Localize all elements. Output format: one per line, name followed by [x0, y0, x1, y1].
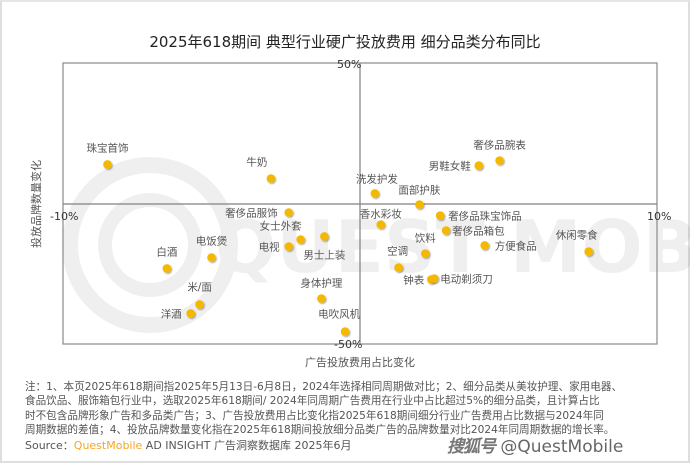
point-marker [584, 247, 593, 256]
footnote-line-1: 注：1、本页2025年618期间指2025年5月13日-6月8日，2024年选择… [25, 381, 623, 393]
point-marker [480, 241, 490, 250]
footnote-line-3: 时不包含品牌形象广告和多品类广告；3、广告投放费用占比变化指2025年618期间… [25, 409, 604, 422]
data-point: 奢侈品箱包 [441, 225, 505, 238]
data-point: 米/面 [187, 280, 212, 309]
point-marker [415, 200, 424, 209]
data-point: 电饭煲 [196, 235, 228, 262]
point-label: 电动剃须刀 [440, 273, 493, 286]
data-point: 休闲零食 [556, 229, 598, 256]
data-point: 饮料 [415, 232, 436, 258]
point-marker [421, 249, 430, 258]
x-axis-label: 广告投放费用占比变化 [305, 355, 415, 369]
data-point: 香水彩妆 [360, 208, 402, 229]
data-point: 洋酒 [161, 307, 195, 320]
data-point: 奢侈品珠宝饰品 [435, 210, 522, 223]
data-point: 身体护理 [300, 277, 343, 303]
data-point: 奢侈品服饰 [225, 207, 294, 220]
point-label: 空调 [387, 245, 408, 258]
point-label: 米/面 [187, 280, 212, 293]
point-label: 奢侈品箱包 [452, 225, 505, 238]
x-min-tick-label: -10% [50, 210, 78, 223]
point-label: 男士上装 [303, 248, 345, 261]
point-label: 电饭煲 [196, 235, 228, 248]
data-point: 空调 [387, 245, 408, 272]
background-watermark: QUEST MOBILE [62, 157, 690, 333]
data-point: 电动剃须刀 [430, 273, 493, 286]
source-rest: AD INSIGHT 广告洞察数据库 2025年6月 [142, 439, 352, 452]
footnotes: 注：1、本页2025年618期间指2025年5月13日-6月8日，2024年选择… [25, 380, 665, 437]
point-marker [441, 226, 451, 235]
platform-logo-text: 搜狐号 [447, 437, 496, 457]
footnote-line-2: 食品饮品、服饰箱包行业中，选取2025年618期间/ 2024年同周期广告费用在… [25, 395, 600, 408]
data-point: 女士外套 [260, 220, 305, 244]
point-marker [266, 174, 276, 183]
point-label: 钟表 [403, 273, 424, 286]
y-axis-label: 投放品牌数量变化 [29, 160, 43, 248]
y-max-tick-label: 50% [337, 58, 361, 71]
point-marker [370, 189, 380, 198]
y-min-tick-label: -50% [334, 338, 362, 351]
svg-text:QUEST MOBILE: QUEST MOBILE [215, 205, 690, 289]
data-point: 牛奶 [246, 156, 276, 183]
data-point: 面部护肤 [398, 184, 441, 209]
point-label: 珠宝首饰 [87, 141, 129, 154]
point-label: 奢侈品腕表 [473, 139, 526, 152]
point-marker [207, 253, 216, 262]
data-point: 男鞋女鞋 [429, 160, 484, 173]
point-marker [340, 327, 350, 336]
point-label: 休闲零食 [556, 229, 598, 242]
point-label: 牛奶 [246, 156, 267, 169]
point-marker [186, 309, 195, 318]
point-marker [474, 161, 484, 170]
point-label: 洋酒 [161, 307, 182, 320]
source-prefix: Source： [25, 439, 74, 452]
point-marker [435, 211, 445, 220]
data-point: 电视 [259, 241, 294, 254]
point-label: 奢侈品服饰 [225, 207, 278, 220]
point-marker [320, 232, 329, 241]
chart-title: 2025年618期间 典型行业硬广投放费用 细分品类分布同比 [149, 33, 541, 51]
data-point: 方便食品 [480, 239, 537, 252]
point-marker [317, 294, 326, 303]
data-point: 奢侈品腕表 [473, 139, 526, 165]
point-label: 电视 [259, 241, 280, 254]
data-point: 白酒 [156, 245, 178, 273]
point-marker [376, 220, 386, 229]
footnote-line-4: 周期数据的差值；4、投放品牌数量变化指在2025年618期间投放细分品类广告的品… [25, 423, 615, 436]
point-marker [195, 300, 204, 309]
point-label: 电吹风机 [318, 308, 360, 321]
data-point: 珠宝首饰 [87, 141, 129, 169]
point-label: 男鞋女鞋 [429, 160, 471, 173]
point-label: 香水彩妆 [360, 208, 402, 221]
point-marker [103, 160, 112, 169]
point-marker [394, 263, 403, 272]
point-label: 奢侈品珠宝饰品 [448, 210, 522, 223]
data-point: 男士上装 [303, 232, 346, 261]
x-max-tick-label: 10% [647, 210, 671, 223]
data-point: 洗发护发 [356, 172, 398, 198]
watermark-handle: @QuestMobile [500, 437, 624, 457]
point-marker [296, 235, 305, 244]
point-label: 白酒 [156, 245, 177, 258]
point-marker [162, 264, 172, 273]
point-marker [495, 156, 504, 165]
point-label: 女士外套 [260, 220, 302, 233]
platform-watermark: 搜狐号 @QuestMobile [447, 432, 623, 457]
point-label: 面部护肤 [398, 184, 440, 197]
point-marker [284, 242, 294, 251]
point-label: 饮料 [415, 232, 436, 245]
point-marker [284, 208, 294, 217]
point-label: 身体护理 [300, 277, 342, 290]
point-label: 洗发护发 [356, 172, 398, 185]
data-point: 电吹风机 [318, 308, 361, 336]
source-brand: QuestMobile [73, 439, 143, 452]
point-label: 方便食品 [495, 239, 537, 252]
point-marker [430, 274, 439, 283]
source-line: Source：QuestMobile AD INSIGHT 广告洞察数据库 20… [25, 437, 352, 453]
